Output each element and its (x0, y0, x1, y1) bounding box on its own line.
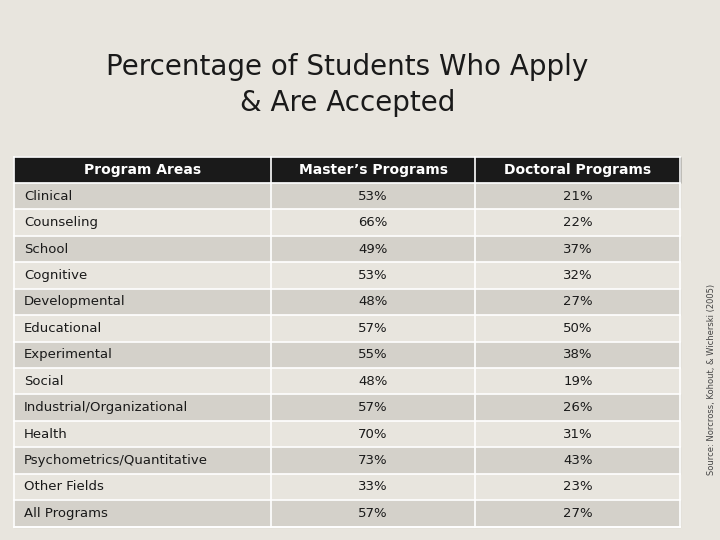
Text: All Programs: All Programs (24, 507, 107, 520)
Bar (14, 315, 271, 342)
Text: 57%: 57% (359, 401, 388, 414)
Text: 27%: 27% (563, 295, 593, 308)
Bar (14, 210, 271, 236)
Bar (14, 236, 271, 262)
Bar (271, 315, 475, 342)
Bar (271, 210, 475, 236)
Text: Health: Health (24, 428, 68, 441)
Text: 26%: 26% (563, 401, 593, 414)
Text: Social: Social (24, 375, 63, 388)
Bar (271, 368, 475, 394)
Text: Percentage of Students Who Apply
& Are Accepted: Percentage of Students Who Apply & Are A… (107, 53, 588, 117)
Text: 48%: 48% (359, 295, 388, 308)
Bar (271, 342, 475, 368)
Text: Experimental: Experimental (24, 348, 112, 361)
Text: 57%: 57% (359, 507, 388, 520)
Bar (475, 183, 680, 210)
Bar (475, 262, 680, 289)
Text: 21%: 21% (563, 190, 593, 202)
Bar (14, 394, 271, 421)
Bar (475, 421, 680, 447)
Text: 27%: 27% (563, 507, 593, 520)
Bar (271, 500, 475, 526)
Bar (271, 183, 475, 210)
Bar (475, 210, 680, 236)
Text: 66%: 66% (359, 216, 388, 229)
Text: 73%: 73% (359, 454, 388, 467)
Text: 53%: 53% (359, 190, 388, 202)
Bar (475, 474, 680, 500)
Text: Clinical: Clinical (24, 190, 72, 202)
Text: 31%: 31% (563, 428, 593, 441)
Text: 22%: 22% (563, 216, 593, 229)
Bar (271, 421, 475, 447)
Text: 49%: 49% (359, 242, 388, 255)
Text: Counseling: Counseling (24, 216, 98, 229)
Bar (14, 368, 271, 394)
Text: 48%: 48% (359, 375, 388, 388)
Bar (475, 368, 680, 394)
Bar (475, 342, 680, 368)
Bar (14, 500, 271, 526)
Bar (271, 236, 475, 262)
Text: Developmental: Developmental (24, 295, 125, 308)
Text: 55%: 55% (359, 348, 388, 361)
Text: 19%: 19% (563, 375, 593, 388)
Text: 50%: 50% (563, 322, 593, 335)
Text: 23%: 23% (563, 481, 593, 494)
Bar (14, 447, 271, 474)
Text: School: School (24, 242, 68, 255)
Bar (475, 315, 680, 342)
Text: Cognitive: Cognitive (24, 269, 87, 282)
Bar (475, 394, 680, 421)
Bar (14, 342, 271, 368)
Bar (271, 262, 475, 289)
Text: Program Areas: Program Areas (84, 163, 201, 177)
Bar (475, 289, 680, 315)
Text: 70%: 70% (359, 428, 388, 441)
Bar (475, 500, 680, 526)
Bar (271, 157, 475, 183)
Text: 33%: 33% (359, 481, 388, 494)
Bar (14, 474, 271, 500)
Text: Other Fields: Other Fields (24, 481, 104, 494)
Text: Master’s Programs: Master’s Programs (299, 163, 448, 177)
Bar (14, 157, 271, 183)
Text: Educational: Educational (24, 322, 102, 335)
Text: Industrial/Organizational: Industrial/Organizational (24, 401, 188, 414)
Bar (14, 262, 271, 289)
Text: 38%: 38% (563, 348, 593, 361)
Text: 57%: 57% (359, 322, 388, 335)
Bar (475, 236, 680, 262)
Text: 43%: 43% (563, 454, 593, 467)
Bar (475, 157, 680, 183)
Bar (271, 447, 475, 474)
Bar (271, 474, 475, 500)
Bar (271, 394, 475, 421)
Bar (475, 447, 680, 474)
Text: 32%: 32% (563, 269, 593, 282)
Text: 37%: 37% (563, 242, 593, 255)
Text: Doctoral Programs: Doctoral Programs (504, 163, 652, 177)
Text: Source: Norcross, Kohout, & Wicherski (2005): Source: Norcross, Kohout, & Wicherski (2… (707, 284, 716, 475)
Bar (271, 289, 475, 315)
Bar (14, 421, 271, 447)
Bar (14, 289, 271, 315)
Bar (14, 183, 271, 210)
Text: Psychometrics/Quantitative: Psychometrics/Quantitative (24, 454, 208, 467)
Text: 53%: 53% (359, 269, 388, 282)
